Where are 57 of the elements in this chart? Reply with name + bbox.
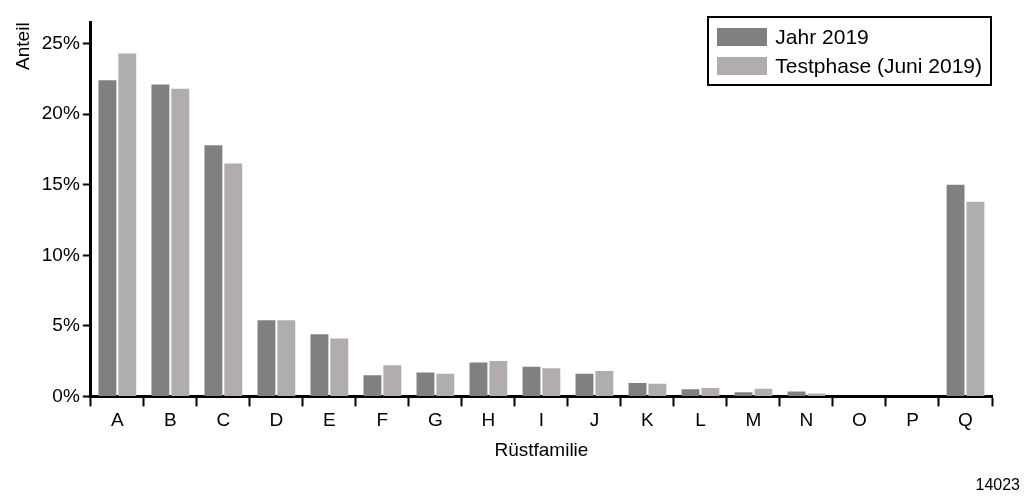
bar — [330, 338, 349, 396]
x-tick-label: L — [695, 409, 706, 431]
x-tick-label: F — [376, 409, 389, 431]
bar — [277, 320, 296, 396]
x-tick-label: O — [852, 409, 867, 431]
y-tick-label: 10% — [41, 243, 80, 265]
bar — [734, 392, 753, 396]
x-tick-label: Q — [958, 409, 973, 431]
x-tick-label: I — [538, 409, 545, 431]
x-tick-label: G — [428, 409, 443, 431]
bar — [701, 387, 720, 396]
legend-label: Testphase (Juni 2019) — [775, 53, 982, 78]
bar — [224, 163, 243, 396]
x-tick-label: H — [481, 409, 496, 431]
bar — [628, 382, 647, 396]
bar — [383, 365, 402, 396]
y-tick-label: 5% — [52, 314, 80, 336]
bar — [204, 145, 223, 396]
bar — [966, 201, 985, 396]
bar — [575, 373, 594, 396]
x-axis-title: Rüstfamilie — [494, 438, 589, 460]
x-tick-label: A — [110, 409, 124, 431]
legend-label: Jahr 2019 — [775, 24, 869, 49]
bar — [542, 368, 561, 396]
bar — [489, 361, 508, 396]
x-tick-label: E — [323, 409, 336, 431]
x-tick-label: M — [745, 409, 762, 431]
bar — [151, 84, 170, 396]
y-tick-label: 15% — [41, 172, 80, 194]
y-tick-label: 25% — [41, 31, 80, 53]
bar — [681, 389, 700, 396]
bar — [436, 373, 455, 396]
bar — [595, 371, 614, 396]
bar — [310, 334, 329, 396]
x-tick-label: B — [164, 409, 177, 431]
y-tick-label: 0% — [52, 384, 80, 406]
bar — [648, 383, 667, 396]
bar — [257, 320, 276, 396]
bar — [363, 375, 382, 396]
y-axis-title: Anteil — [11, 22, 33, 70]
y-tick-label: 20% — [41, 102, 80, 124]
bar — [787, 391, 806, 396]
x-tick-label: D — [269, 409, 284, 431]
x-tick-label: J — [589, 409, 600, 431]
bar — [754, 388, 773, 396]
x-tick-label: N — [799, 409, 814, 431]
bar — [98, 80, 117, 396]
bar — [522, 366, 541, 396]
bar — [416, 372, 435, 396]
x-tick-label: C — [216, 409, 231, 431]
x-tick-label: K — [641, 409, 655, 431]
bar — [171, 88, 190, 396]
x-tick-label: P — [906, 409, 919, 431]
bar — [118, 53, 137, 396]
bar — [946, 184, 965, 396]
text: 14023 — [975, 476, 1021, 494]
bar — [469, 362, 488, 396]
